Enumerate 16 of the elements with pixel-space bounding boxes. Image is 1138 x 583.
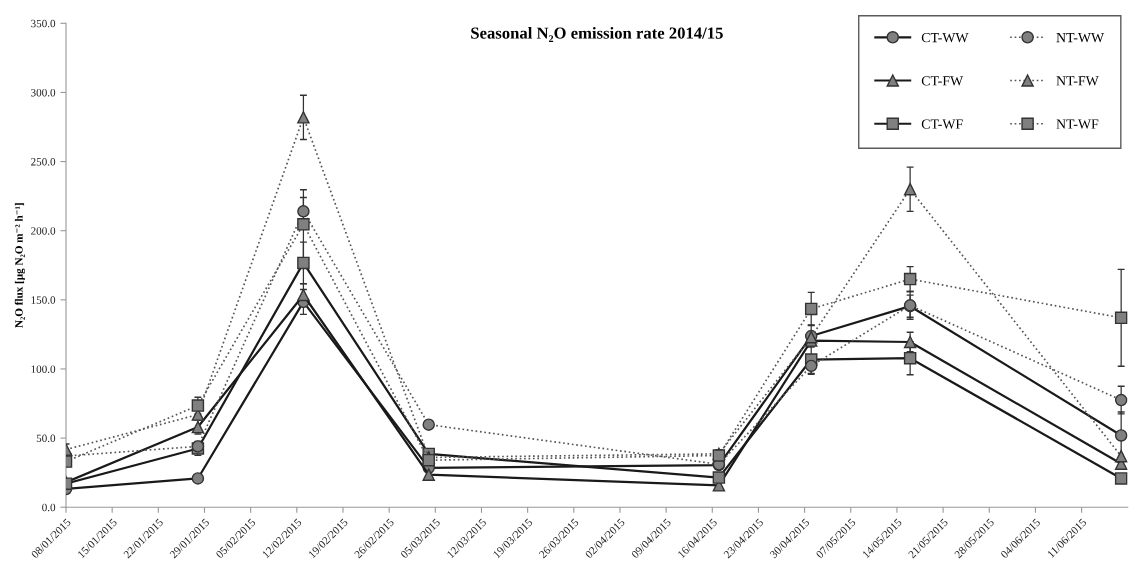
y-tick-label: 250.0 xyxy=(31,158,56,166)
y-axis-title: N₂O flux [µg N₂O m⁻² h⁻¹] xyxy=(14,203,26,328)
y-tick-label: 0.0 xyxy=(42,503,56,512)
legend-label: NT-FW xyxy=(1056,76,1099,86)
y-tick-label: 200.0 xyxy=(31,227,56,235)
y-tick-label: 300.0 xyxy=(31,88,56,97)
y-tick-label: 150.0 xyxy=(31,296,56,304)
legend-label: NT-WW xyxy=(1056,33,1105,43)
chart-title: Seasonal N₂O emission rate 2014/15 xyxy=(471,26,723,42)
legend-label: CT-WF xyxy=(921,119,963,129)
y-tick-label: 100.0 xyxy=(31,365,56,373)
y-tick-label: 350.0 xyxy=(31,19,56,28)
legend-label: CT-WW xyxy=(921,32,969,43)
legend-label: CT-FW xyxy=(921,76,964,86)
legend-label: NT-WF xyxy=(1056,119,1099,129)
y-tick-label: 50.0 xyxy=(36,434,56,443)
